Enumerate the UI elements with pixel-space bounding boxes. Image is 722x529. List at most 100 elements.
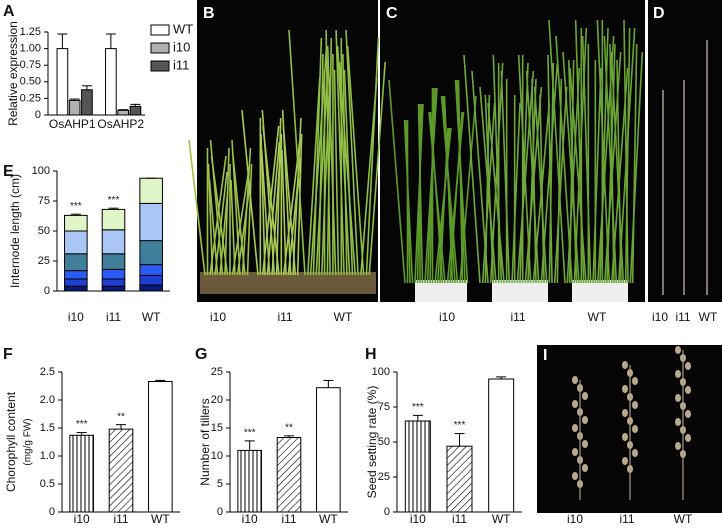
plant-blade [262, 125, 280, 276]
error-bar [105, 33, 116, 49]
panicle-grain [675, 418, 681, 426]
bar [68, 99, 81, 116]
photo-label: i11 [277, 310, 292, 324]
significance-label: *** [454, 420, 466, 431]
photo-label: WT [699, 310, 718, 324]
plant-blade [581, 35, 592, 284]
plant-blade [230, 179, 236, 276]
y-axis-label: Seed setting rate (%) [365, 386, 379, 499]
bar-segment [139, 202, 163, 242]
error-bar [454, 433, 465, 447]
panicle-grain [685, 386, 691, 394]
bar-segment [139, 240, 163, 266]
panel-letter: E [3, 163, 14, 180]
plant-blade [260, 149, 271, 276]
plant-blade [231, 139, 241, 276]
bar-segment [101, 208, 126, 231]
photo-label: i11 [675, 310, 690, 324]
bar-segment [139, 177, 163, 204]
y-tick-label: 0 [217, 506, 223, 518]
y-tick-label: 15 [211, 422, 223, 434]
panicle-grain [622, 433, 628, 441]
plant-blade [343, 69, 354, 276]
plant-blade [320, 77, 331, 276]
significance-label: *** [76, 419, 88, 430]
photo-background [648, 0, 722, 302]
plant-blade [623, 19, 629, 284]
error-bar [57, 33, 68, 49]
photo-background [197, 0, 378, 302]
y-tick-label: 25 [38, 255, 50, 267]
error-bar [108, 207, 119, 210]
plant-blade [533, 86, 548, 284]
plant-blade [429, 111, 444, 284]
plant-blade [463, 54, 481, 284]
pot [572, 280, 628, 302]
plant-blade [629, 51, 644, 284]
bar [446, 445, 473, 513]
error-bar [284, 435, 294, 438]
y-tick-label: 0.50 [20, 76, 41, 88]
x-tick-label: i11 [106, 310, 121, 324]
x-tick-label: WT [151, 512, 170, 526]
panicle-grain [675, 346, 681, 354]
y-tick-label: 2.0 [40, 394, 55, 406]
bar-segment [64, 253, 88, 272]
y-tick-label: 1.00 [20, 43, 41, 55]
panicle-grain [675, 394, 681, 402]
error-bar [70, 213, 81, 216]
bar [488, 378, 515, 513]
y-tick-label: 0 [35, 109, 41, 121]
plant-blade [336, 45, 351, 276]
error-bar [118, 109, 129, 111]
bar-segment [101, 253, 126, 270]
y-axis-label: Relative expression [6, 21, 20, 126]
significance-label: *** [108, 195, 120, 206]
significance-label: ** [285, 422, 293, 433]
plant-blade [573, 27, 588, 284]
panel-letter: H [365, 346, 377, 363]
bar [56, 48, 69, 116]
plant-blade [446, 111, 465, 284]
panicle-grain [632, 449, 638, 457]
bar-segment [139, 284, 163, 292]
plant-blade [487, 102, 505, 284]
error-bar [69, 98, 80, 101]
x-tick-label: i10 [68, 310, 84, 324]
error-bar [76, 431, 87, 436]
panicle-grain [572, 448, 578, 456]
plant-blade [603, 51, 622, 284]
panel-letter: B [203, 5, 215, 22]
photo-label: i10 [652, 310, 668, 324]
plant-blade [345, 29, 359, 276]
soil-tray [200, 272, 376, 294]
plant-blade [568, 59, 575, 284]
x-tick-label: WT [492, 512, 511, 526]
y-tick-label: 75 [378, 401, 390, 413]
error-bar [116, 424, 126, 430]
plant-blade [500, 70, 511, 284]
photo-label: WT [674, 512, 693, 526]
plant-blade [346, 45, 365, 276]
panicle-grain [685, 434, 691, 442]
y-tick-label: 50 [378, 436, 390, 448]
panicle-grain [675, 370, 681, 378]
y-tick-label: 0.75 [20, 59, 41, 71]
legend-label: i11 [173, 57, 189, 72]
plant-blade [599, 27, 609, 284]
y-axis-label: Number of tillers [198, 398, 212, 485]
plant-blade [326, 45, 337, 276]
plant-blade [489, 62, 504, 284]
photo-label: i10 [210, 310, 226, 324]
y-tick-label: 0 [44, 285, 50, 297]
y-tick-label: 10 [211, 450, 223, 462]
panicle-grain [622, 361, 628, 369]
panel-letter: C [386, 5, 398, 22]
panicle-grain [582, 416, 588, 424]
plant-drawings [188, 19, 708, 500]
y-tick-label: 50 [38, 225, 50, 237]
photo-label: i10 [567, 512, 583, 526]
plant-blade [610, 51, 625, 284]
plant-blade [424, 87, 438, 284]
